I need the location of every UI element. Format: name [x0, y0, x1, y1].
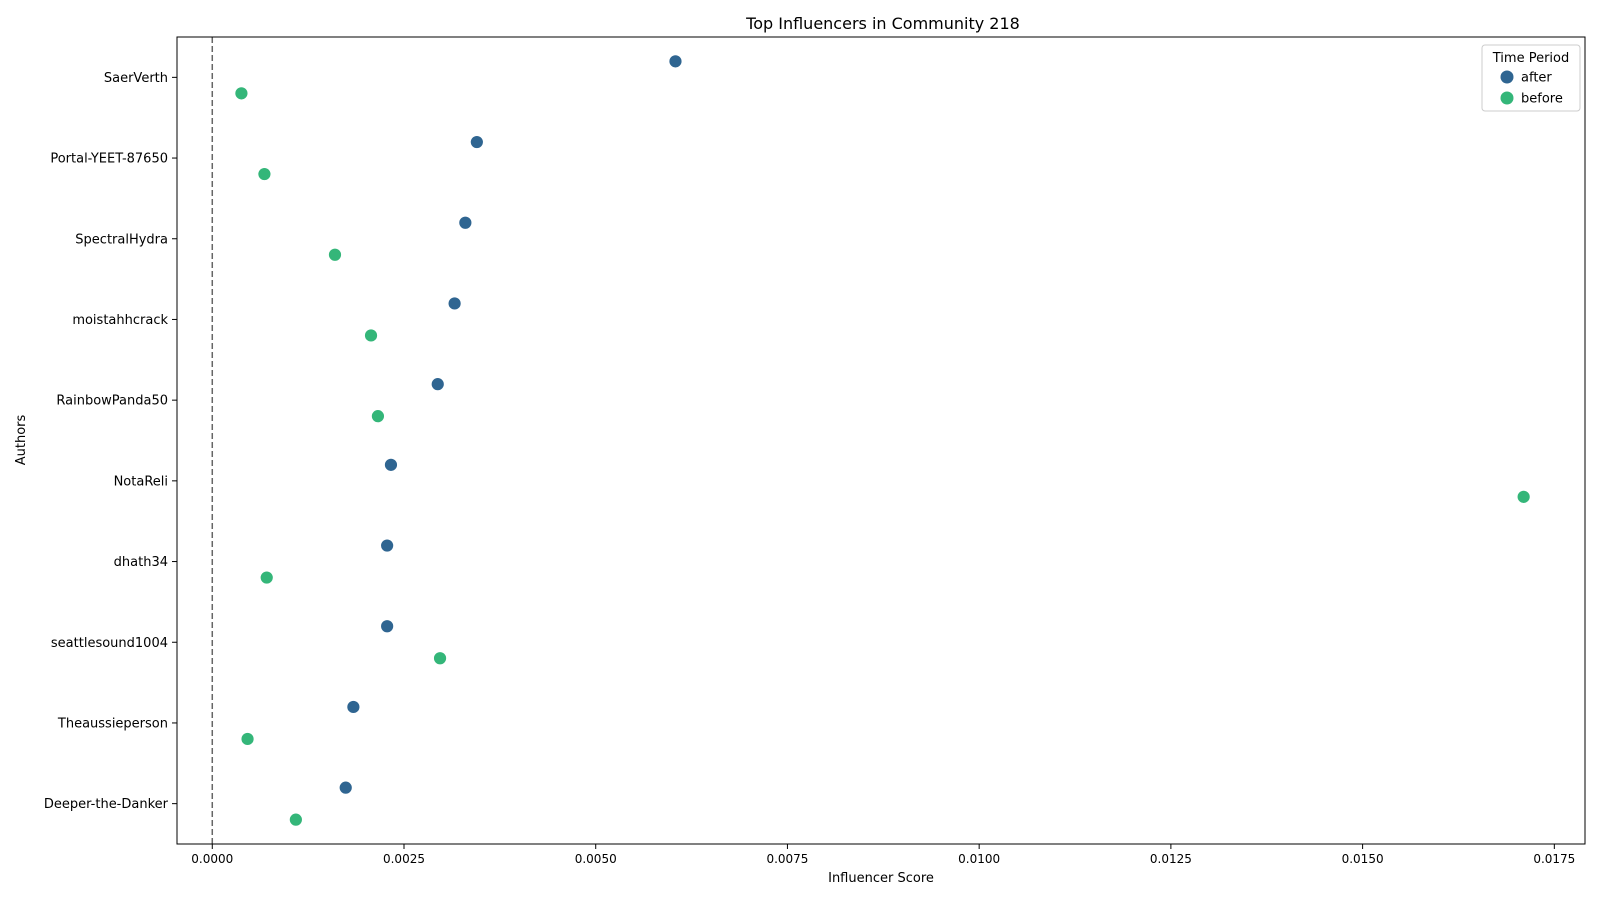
point-before	[433, 651, 447, 666]
x-tick-label: 0.0050	[575, 852, 617, 866]
x-tick-label: 0.0075	[766, 852, 808, 866]
legend-marker-before	[1500, 91, 1514, 105]
y-tick-label: Theaussieperson	[57, 716, 168, 731]
y-tick-label: Deeper-the-Danker	[44, 797, 169, 812]
point-before	[240, 732, 255, 746]
point-before	[371, 409, 385, 424]
point-before	[288, 812, 303, 827]
point-after	[346, 700, 361, 714]
point-after	[338, 780, 353, 795]
y-tick-label: seattlesound1004	[51, 636, 168, 651]
x-tick-label: 0.0125	[1150, 852, 1192, 866]
y-tick-label: SpectralHydra	[75, 232, 168, 247]
y-tick-label: RainbowPanda50	[56, 394, 168, 409]
point-before	[259, 570, 274, 585]
chart-title: Top Influencers in Community 218	[745, 14, 1020, 33]
point-after	[384, 457, 398, 472]
point-before	[1516, 489, 1531, 504]
data-points	[234, 54, 1531, 827]
legend-title: Time Period	[1492, 51, 1569, 66]
x-tick-label: 0.0000	[191, 852, 233, 866]
legend-label-after: after	[1521, 71, 1552, 86]
y-tick-label: SaerVerth	[104, 71, 168, 86]
point-after	[430, 377, 445, 392]
y-tick-label: dhath34	[114, 555, 168, 570]
y-axis: SaerVerth Portal-YEET-87650 SpectralHydra m…	[44, 71, 177, 812]
point-before	[257, 167, 272, 181]
y-tick-label: NotaReli	[114, 474, 168, 489]
point-after	[469, 135, 484, 149]
plot-area-frame	[176, 36, 1586, 845]
x-axis: 0.0000 0.0025 0.0050 0.0075 0.0100 0.0125 0.01…	[191, 844, 1575, 866]
legend: Time Period after before	[1481, 44, 1581, 112]
legend-marker-after	[1500, 70, 1514, 84]
point-after	[380, 619, 395, 634]
point-before	[364, 328, 378, 343]
x-tick-label: 0.0025	[383, 852, 425, 866]
y-axis-label: Authors	[14, 415, 29, 466]
y-tick-label: Portal-YEET-87650	[50, 152, 168, 167]
x-tick-label: 0.0100	[958, 852, 1000, 866]
point-after	[668, 54, 683, 69]
legend-label-before: before	[1521, 92, 1563, 107]
point-after	[458, 215, 473, 230]
x-tick-label: 0.0175	[1533, 852, 1575, 866]
point-after	[447, 296, 462, 311]
point-before	[234, 86, 249, 101]
x-axis-label: Influencer Score	[828, 871, 934, 886]
point-after	[380, 538, 395, 553]
point-before	[328, 247, 342, 262]
y-tick-label: moistahhcrack	[72, 313, 168, 328]
x-tick-label: 0.0150	[1342, 852, 1384, 866]
